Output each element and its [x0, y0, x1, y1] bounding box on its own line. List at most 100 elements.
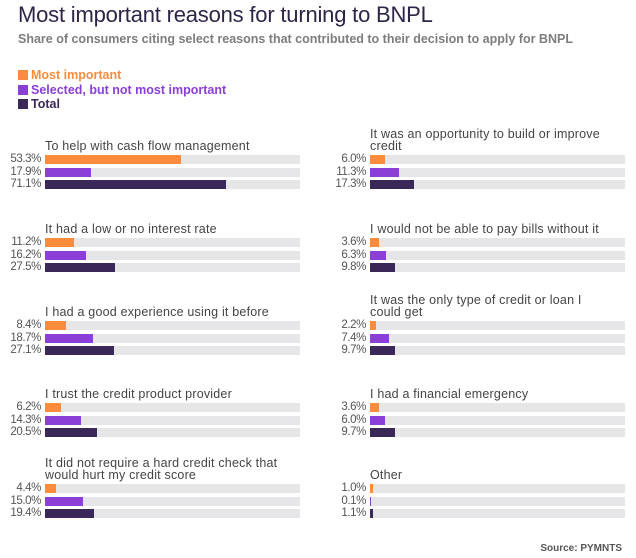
bar-row: 11.3%: [336, 166, 636, 178]
value-label: 3.6%: [341, 401, 366, 413]
value-label: 19.4%: [10, 507, 41, 519]
bar-most-important: [45, 321, 67, 330]
bar-most-important: [370, 321, 376, 330]
legend-label: Selected, but not most important: [31, 82, 227, 97]
bar-track: [45, 346, 300, 355]
bar-most-important: [370, 484, 373, 493]
source-note: Source: PYMNTS: [540, 543, 622, 554]
category-label: It was the only type of credit or loan I…: [370, 293, 582, 319]
bar-row: 27.5%: [10, 261, 345, 273]
bar-track: [370, 321, 625, 330]
bar-track: [370, 484, 625, 493]
value-label: 6.0%: [341, 413, 366, 426]
bar-row: 9.7%: [341, 344, 636, 356]
bar-row: 71.1%: [10, 178, 345, 190]
bar-most-important: [45, 403, 61, 412]
legend-swatch: [18, 84, 28, 95]
category-label-line: It was the only type of credit or loan I: [370, 293, 582, 307]
bar-selected-but-not-most-important: [370, 333, 389, 343]
category-label-line: It had a low or no interest rate: [45, 222, 217, 236]
bar-selected-but-not-most-important: [45, 496, 84, 506]
bar-row: 27.1%: [10, 344, 345, 356]
bar-selected-but-not-most-important: [370, 415, 386, 425]
legend: Most important Selected, but not most imp…: [18, 68, 226, 112]
category-label-line: Other: [370, 468, 403, 482]
bar-row: 53.3%: [10, 153, 345, 165]
legend-item: Total: [18, 97, 226, 112]
bar-total: [45, 509, 95, 518]
bar-total: [45, 428, 98, 437]
bar-row: 6.2%: [16, 401, 345, 413]
bar-row: 6.3%: [341, 249, 636, 261]
bar-track: [370, 238, 625, 247]
bar-row: 3.6%: [341, 401, 636, 413]
value-label: 11.2%: [11, 236, 41, 248]
bar-group: It was the only type of credit or loan I…: [341, 294, 636, 359]
category-label: It had a low or no interest rate: [45, 222, 217, 236]
bar-track: [45, 484, 300, 493]
value-label: 17.3%: [335, 178, 366, 190]
chart-subtitle: Share of consumers citing select reasons…: [18, 32, 573, 46]
bar-track: [45, 180, 300, 189]
category-label: Other: [370, 468, 403, 482]
value-label: 16.2%: [10, 248, 41, 261]
bar-row: 20.5%: [10, 426, 345, 438]
bar-row: 6.0%: [341, 153, 636, 165]
bar-track: [45, 250, 300, 260]
legend-label: Most important: [31, 68, 122, 83]
bar-selected-but-not-most-important: [45, 415, 82, 425]
bar-total: [370, 180, 415, 189]
bar-track: [370, 509, 625, 518]
bar-track: [370, 496, 625, 506]
bar-track: [45, 428, 300, 437]
value-label: 6.0%: [341, 153, 366, 165]
bar-most-important: [45, 484, 57, 493]
bar-track: [370, 346, 625, 355]
bar-row: 3.6%: [341, 236, 636, 248]
category-label-line: I had a financial emergency: [370, 387, 529, 401]
category-label-line: would hurt my credit score: [45, 468, 197, 482]
value-label: 20.5%: [10, 426, 41, 438]
bar-track: [45, 403, 300, 412]
bar-track: [45, 333, 300, 343]
bar-row: 9.8%: [341, 261, 636, 273]
bar-row: 9.7%: [341, 426, 636, 438]
bar-selected-but-not-most-important: [370, 167, 399, 177]
bar-track: [370, 428, 625, 437]
bar-group: I would not be able to pay bills without…: [341, 223, 636, 276]
bar-track: [370, 263, 625, 272]
bar-row: 0.1%: [341, 495, 636, 507]
bar-track: [370, 250, 625, 260]
value-label: 0.1%: [341, 494, 366, 507]
bar-row: 1.1%: [341, 507, 636, 519]
category-label: I trust the credit product provider: [45, 388, 232, 401]
bar-track: [45, 415, 300, 425]
value-label: 71.1%: [10, 178, 41, 190]
bar-row: 14.3%: [10, 414, 345, 426]
bar-selected-but-not-most-important: [370, 250, 387, 260]
bar-row: 18.7%: [10, 332, 345, 344]
bar-row: 7.4%: [341, 332, 636, 344]
bar-track: [370, 180, 625, 189]
bar-selected-but-not-most-important: [370, 496, 371, 506]
bar-group: It had a low or no interest rate 11.2% 16.…: [10, 223, 345, 276]
bar-row: 2.2%: [341, 319, 636, 331]
value-label: 17.9%: [10, 165, 41, 178]
bar-row: 19.4%: [10, 507, 345, 519]
bar-track: [45, 155, 300, 164]
bar-most-important: [370, 403, 380, 412]
category-label-line: could get: [370, 305, 423, 319]
value-label: 11.3%: [336, 165, 366, 178]
bar-group: I had a financial emergency 3.6% 6.0% 9.7%: [341, 388, 636, 441]
bar-total: [45, 180, 227, 189]
bar-track: [45, 167, 300, 177]
value-label: 1.0%: [341, 482, 366, 494]
bar-row: 17.3%: [335, 178, 636, 190]
value-label: 7.4%: [341, 331, 366, 344]
legend-swatch: [18, 99, 28, 110]
bar-group: To help with cash flow management 53.3% 17…: [10, 140, 345, 193]
value-label: 6.2%: [16, 401, 41, 413]
bar-track: [45, 321, 300, 330]
value-label: 6.3%: [341, 248, 366, 261]
